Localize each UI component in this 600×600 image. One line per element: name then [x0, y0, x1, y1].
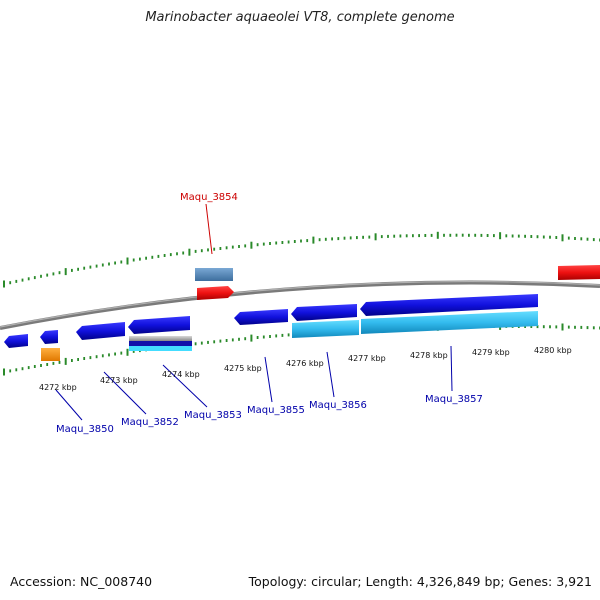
- topology-summary: Topology: circular; Length: 4,326,849 bp…: [248, 574, 592, 589]
- gene-maqu-3857[interactable]: [360, 294, 538, 316]
- leader-maqu-3852: [103, 371, 147, 415]
- accession-text: Accession: NC_008740: [10, 574, 153, 589]
- protein-feature-maqu-3857[interactable]: [361, 311, 538, 334]
- tick-label: 4275 kbp: [224, 364, 262, 373]
- gene-maqu-3852[interactable]: [76, 322, 125, 340]
- leader-maqu-3856: [326, 351, 335, 398]
- gene-reverse-1[interactable]: [4, 334, 28, 348]
- gene-label-maqu-3854[interactable]: Maqu_3854: [180, 192, 238, 203]
- gene-label-maqu-3853[interactable]: Maqu_3853: [184, 410, 242, 421]
- leader-maqu-3857: [450, 345, 453, 392]
- gene-maqu-3854[interactable]: [197, 286, 234, 300]
- gene-label-maqu-3852[interactable]: Maqu_3852: [121, 417, 179, 428]
- stacked-blue-feature[interactable]: [129, 341, 192, 346]
- tick-label: 4274 kbp: [162, 370, 200, 379]
- genome-backbone: [0, 280, 600, 330]
- leader-maqu-3855: [264, 356, 273, 403]
- gene-maqu-3853[interactable]: [128, 316, 190, 334]
- gene-maqu-3850[interactable]: [40, 330, 58, 344]
- map-title: Marinobacter aquaeolei VT8, complete gen…: [145, 10, 455, 25]
- leader-maqu-3850: [55, 389, 83, 421]
- gene-label-maqu-3850[interactable]: Maqu_3850: [56, 424, 114, 435]
- leader-maqu-3854: [205, 203, 213, 255]
- tick-label: 4278 kbp: [410, 351, 448, 360]
- tick-label: 4277 kbp: [348, 354, 386, 363]
- gene-label-maqu-3855[interactable]: Maqu_3855: [247, 405, 305, 416]
- leader-maqu-3853: [162, 364, 208, 408]
- stacked-cyan-feature[interactable]: [129, 346, 192, 351]
- orange-feature[interactable]: [41, 348, 60, 361]
- gene-forward-edge[interactable]: [558, 265, 600, 280]
- tick-label: 4279 kbp: [472, 348, 510, 357]
- tick-label: 4272 kbp: [39, 383, 77, 392]
- protein-feature-maqu-3856[interactable]: [292, 320, 359, 338]
- tick-label: 4280 kbp: [534, 346, 572, 355]
- upper-tick-track: [3, 231, 600, 288]
- gene-labels: Maqu_3854 Maqu_3850 Maqu_3852 Maqu_3853 …: [56, 192, 483, 435]
- tick-labels: 4272 kbp 4273 kbp 4274 kbp 4275 kbp 4276…: [39, 346, 572, 392]
- gene-maqu-3856[interactable]: [291, 304, 357, 321]
- gene-label-maqu-3856[interactable]: Maqu_3856: [309, 400, 367, 411]
- tick-label: 4273 kbp: [100, 376, 138, 385]
- misc-feature-maqu-3854[interactable]: [195, 268, 233, 281]
- tick-label: 4276 kbp: [286, 359, 324, 368]
- stacked-gray-feature[interactable]: [129, 336, 192, 341]
- gene-label-maqu-3857[interactable]: Maqu_3857: [425, 394, 483, 405]
- gene-maqu-3855[interactable]: [234, 309, 288, 325]
